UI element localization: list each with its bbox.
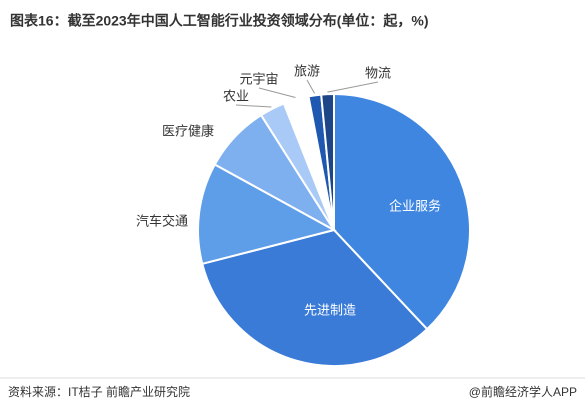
source: 资料来源：IT桔子 前瞻产业研究院 [8,384,190,399]
pie-slice [201,228,429,367]
leader-line [327,81,379,93]
slice-label: 物流 [365,65,391,80]
slice-label: 旅游 [294,63,320,78]
leader-line [306,79,315,94]
slice-label: 先进制造 [304,302,356,317]
slice-label: 农业 [223,88,249,103]
slice-label: 医疗健康 [162,123,214,138]
slice-label: 汽车交通 [136,213,188,228]
slice-label: 元宇宙 [239,71,278,86]
credit: @前瞻经济学人APP [469,384,577,399]
pie-slice [197,163,337,266]
pie-slice [333,92,471,331]
chart-title: 图表16：截至2023年中国人工智能行业投资领域分布(单位：起，%) [10,13,429,29]
slice-label: 企业服务 [389,198,441,213]
pie-slice [320,92,335,231]
leader-line [235,104,272,108]
leader-line [258,87,296,98]
